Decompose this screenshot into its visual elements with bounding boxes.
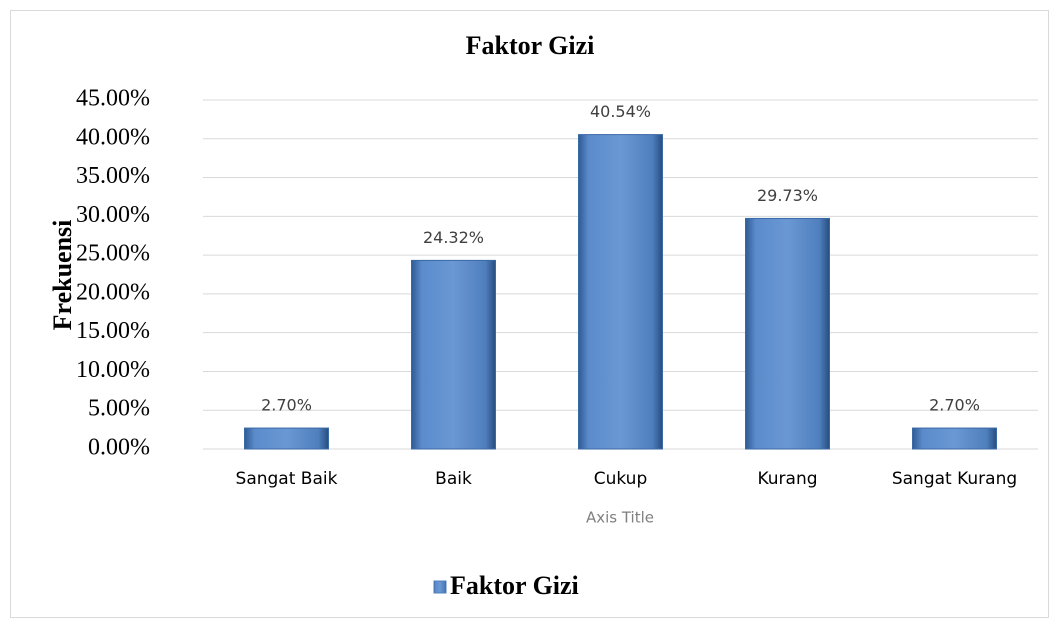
y-tick-label: 5.00% — [88, 396, 150, 422]
legend-swatch — [433, 580, 447, 594]
y-axis-title: Frekuensi — [48, 220, 77, 331]
data-label: 2.70% — [261, 396, 312, 415]
y-tick-label: 0.00% — [88, 435, 150, 461]
legend-label: Faktor Gizi — [450, 571, 579, 600]
bar — [244, 427, 329, 450]
y-tick-label: 40.00% — [76, 124, 150, 150]
y-tick-label: 25.00% — [76, 241, 150, 267]
x-tick-label: Baik — [435, 469, 472, 489]
x-tick-label: Sangat Baik — [236, 469, 338, 489]
y-tick-label: 45.00% — [76, 86, 150, 112]
y-tick-label: 20.00% — [76, 279, 150, 305]
x-axis-title: Axis Title — [586, 509, 654, 527]
y-tick-label: 35.00% — [76, 163, 150, 189]
y-tick-label: 15.00% — [76, 318, 150, 344]
bar — [912, 427, 997, 450]
data-label: 29.73% — [757, 186, 818, 205]
x-tick-label: Cukup — [594, 469, 648, 489]
y-tick-label: 30.00% — [76, 202, 150, 228]
y-tick-label: 10.00% — [76, 357, 150, 383]
data-label: 2.70% — [929, 396, 980, 415]
data-label: 40.54% — [590, 102, 651, 121]
x-tick-label: Sangat Kurang — [892, 469, 1017, 489]
data-label: 24.32% — [423, 228, 484, 247]
bar — [578, 134, 663, 450]
chart-border — [10, 10, 1049, 618]
bar — [745, 217, 830, 450]
bar — [411, 259, 496, 450]
legend: Faktor Gizi — [433, 571, 579, 600]
chart-title: Faktor Gizi — [466, 31, 595, 60]
x-tick-label: Kurang — [757, 469, 817, 489]
